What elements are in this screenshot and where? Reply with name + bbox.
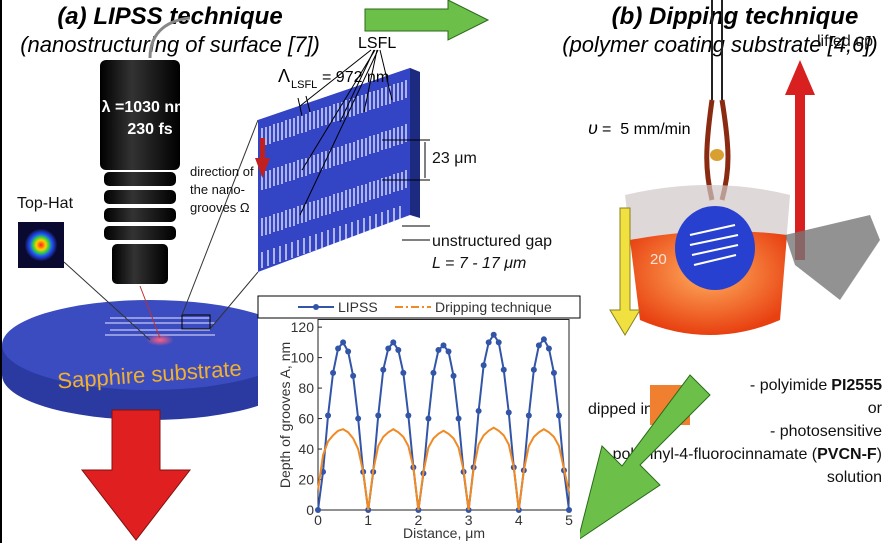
- data-point: [446, 349, 452, 355]
- data-point: [531, 367, 537, 373]
- data-point: [481, 362, 487, 368]
- data-point: [451, 373, 457, 379]
- laser-wavelength: λ =1030 nm: [102, 99, 189, 116]
- data-point: [506, 409, 512, 415]
- speed-label: = 5 mm/min: [602, 121, 690, 138]
- data-point: [400, 370, 406, 376]
- figure: (a) LIPSS technique (nanostructuring of …: [0, 0, 889, 543]
- x-tick-label: 3: [465, 512, 473, 528]
- data-point: [405, 413, 411, 419]
- x-tick-label: 0: [314, 512, 322, 528]
- process-arrow: [82, 410, 190, 540]
- data-point: [486, 339, 492, 345]
- data-point: [476, 408, 482, 414]
- period-value: = 972 nm: [322, 69, 389, 86]
- solution-line: or: [868, 400, 883, 417]
- x-tick-label: 4: [515, 512, 523, 528]
- data-point: [456, 416, 462, 422]
- data-point: [551, 370, 557, 376]
- data-point: [390, 339, 396, 345]
- dipped-substrate: [675, 206, 755, 290]
- data-point: [395, 347, 401, 353]
- data-point: [435, 347, 441, 353]
- y-tick-label: 40: [298, 441, 314, 457]
- panel-title: (a) LIPSS technique: [57, 3, 282, 30]
- direction-text: grooves Ω: [190, 200, 250, 215]
- gap-range: L = 7 - 17 μm: [432, 255, 526, 272]
- gap-label: unstructured gap: [432, 233, 552, 250]
- period-symbol: Λ: [278, 66, 290, 86]
- beaker-mark: 20: [650, 251, 667, 268]
- top-hat-label: Top-Hat: [17, 195, 74, 212]
- data-point: [325, 413, 331, 419]
- solution-text: - photosensitive: [770, 423, 882, 440]
- data-point: [350, 373, 356, 379]
- solution-line: - photosensitive: [770, 423, 882, 440]
- data-point: [526, 413, 532, 419]
- direction-text: the nano-: [190, 182, 245, 197]
- y-tick-label: 120: [291, 319, 315, 335]
- data-point: [496, 339, 502, 345]
- y-tick-label: 0: [306, 502, 314, 518]
- speed-symbol: υ: [588, 118, 598, 138]
- data-point: [546, 345, 552, 351]
- data-point: [536, 342, 542, 348]
- data-point: [491, 332, 497, 338]
- y-tick-label: 20: [298, 472, 314, 488]
- data-point: [315, 507, 321, 513]
- data-point: [556, 413, 562, 419]
- process-arrow: [365, 0, 488, 40]
- solution-text: - polyimide: [750, 377, 827, 394]
- solution-text: PVCN-F: [817, 446, 877, 463]
- data-point: [566, 507, 572, 513]
- laser-spot: [146, 334, 174, 346]
- data-point: [330, 370, 336, 376]
- solution-text: ): [877, 446, 882, 463]
- data-point: [380, 367, 386, 373]
- panel-subtitle: (nanostructuring of surface [7]): [20, 32, 320, 57]
- data-point: [335, 345, 341, 351]
- data-point: [425, 416, 431, 422]
- lifted-label: lifted up: [817, 33, 873, 50]
- legend-marker: [313, 304, 319, 310]
- laser-pulse: 230 fs: [127, 121, 172, 138]
- legend-label: Dripping technique: [435, 299, 552, 315]
- data-point: [355, 416, 361, 422]
- data-point: [430, 370, 436, 376]
- direction-text: direction of: [190, 164, 254, 179]
- data-point: [375, 413, 381, 419]
- data-point: [541, 336, 547, 342]
- data-point: [441, 342, 447, 348]
- x-tick-label: 5: [565, 512, 573, 528]
- data-point: [501, 367, 507, 373]
- y-tick-label: 80: [298, 380, 314, 396]
- y-tick-label: 100: [291, 350, 315, 366]
- data-point: [345, 349, 351, 355]
- top-hat-profile: [25, 229, 57, 261]
- solution-text: or: [868, 400, 883, 417]
- x-tick-label: 2: [415, 512, 423, 528]
- solution-text: PI2555: [831, 377, 882, 394]
- lsfl-label: LSFL: [358, 35, 396, 52]
- solution-text: solution: [827, 469, 882, 486]
- panel-title: (b) Dipping technique: [612, 3, 859, 30]
- x-tick-label: 1: [364, 512, 372, 528]
- laser-rings: [104, 172, 176, 284]
- solution-line: solution: [827, 469, 882, 486]
- period-subscript: LSFL: [291, 79, 317, 91]
- y-tick-label: 60: [298, 411, 314, 427]
- clip: [710, 149, 724, 161]
- plate-side: [410, 68, 420, 218]
- data-point: [385, 345, 391, 351]
- legend-label: LIPSS: [338, 299, 378, 315]
- data-point: [340, 339, 346, 345]
- spacing-label: 23 μm: [432, 150, 477, 167]
